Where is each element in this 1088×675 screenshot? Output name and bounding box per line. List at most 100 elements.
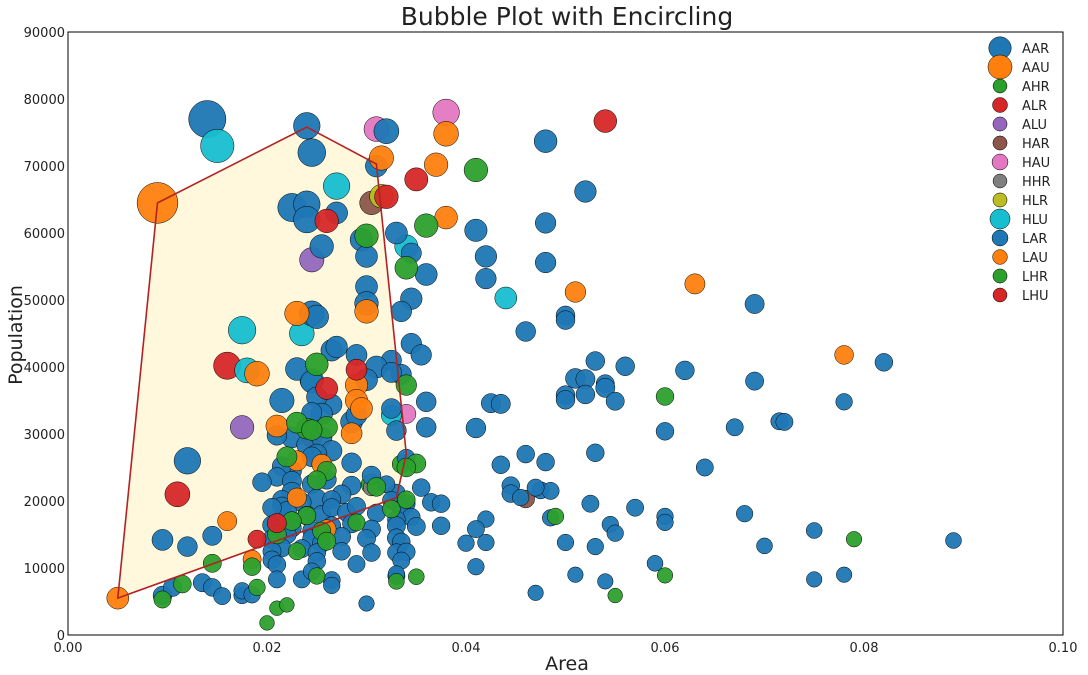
bubble-lar-142: [467, 520, 485, 538]
bubble-lhr-31: [388, 573, 405, 590]
legend-label-hlr: HLR: [1022, 194, 1048, 209]
bubble-lar-39: [675, 360, 695, 381]
bubble-lar-148: [202, 525, 223, 546]
bubble-lar-86: [491, 455, 510, 474]
x-axis-label: Area: [545, 653, 589, 675]
bubble-lar-85: [695, 458, 714, 477]
bubble-lar-178: [646, 555, 664, 572]
legend-marker-alr: [992, 97, 1008, 113]
bubble-lar-44: [595, 377, 616, 398]
series-lhr: [153, 157, 863, 631]
x-tick-label-4: 0.08: [850, 641, 879, 656]
bubble-lar-168: [332, 542, 351, 561]
bubble-lar-57: [490, 394, 511, 414]
bubble-lhu-0: [593, 109, 617, 133]
bubble-hlu-1: [228, 316, 257, 345]
bubble-lau-9: [244, 361, 270, 387]
bubble-alu-0: [230, 415, 255, 440]
bubble-lar-4: [574, 180, 597, 203]
bubble-lar-66: [775, 413, 794, 431]
legend-label-ahr: AHR: [1022, 80, 1050, 95]
bubble-lar-196: [597, 573, 614, 590]
bubble-lar-70: [655, 422, 675, 441]
bubble-lar-82: [341, 452, 362, 473]
bubble-lau-5: [684, 273, 706, 295]
x-tick-label-1: 0.02: [253, 641, 282, 656]
bubble-lar-18: [475, 268, 497, 290]
bubble-aar-4: [269, 388, 295, 413]
bubble-lhu-3: [314, 208, 339, 233]
bubble-aar-3: [297, 138, 326, 167]
bubble-hlu-2: [323, 172, 351, 200]
bubble-lar-159: [457, 534, 475, 552]
bubble-lau-12: [350, 397, 373, 420]
bubble-lau-20: [287, 487, 307, 508]
bubble-lau-4: [564, 281, 586, 303]
series-lhu: [247, 109, 617, 549]
bubble-lhr-4: [305, 352, 329, 376]
bubble-lar-162: [756, 537, 773, 555]
bubble-lhr-28: [153, 590, 172, 609]
bubble-lar-187: [268, 570, 286, 589]
legend-label-hhr: HHR: [1022, 175, 1051, 190]
bubble-lar-25: [390, 300, 412, 322]
bubble-lar-7: [535, 212, 557, 234]
bubble-lar-35: [874, 353, 894, 372]
bubble-lar-1: [373, 118, 400, 144]
bubble-lar-53: [575, 384, 596, 405]
bubble-lar-113: [626, 498, 644, 517]
bubble-lar-15: [355, 245, 378, 268]
bubble-lar-163: [945, 532, 962, 549]
bubble-lar-21: [744, 294, 765, 314]
bubble-lhr-35: [607, 587, 623, 604]
legend-label-lhu: LHU: [1022, 289, 1049, 304]
bubble-lhr-29: [248, 578, 266, 596]
legend-label-har: HAR: [1022, 137, 1050, 152]
bubble-lar-105: [412, 478, 431, 497]
legend-label-hau: HAU: [1022, 156, 1050, 171]
bubble-lar-79: [516, 444, 535, 464]
bubble-lhr-30: [308, 567, 326, 585]
legend-marker-har: [992, 135, 1008, 151]
bubble-lar-129: [736, 505, 754, 523]
bubble-lhu-4: [315, 377, 338, 400]
x-tick-label-0: 0.00: [54, 641, 83, 656]
bubble-lar-199: [358, 595, 375, 612]
bubble-lar-177: [467, 558, 485, 576]
legend-marker-lar: [991, 229, 1009, 247]
bubble-lar-54: [605, 391, 625, 411]
bubble-lar-114: [512, 489, 530, 507]
bubble-lar-68: [416, 417, 437, 438]
x-tick-label-2: 0.04: [452, 641, 481, 656]
bubble-lau-13: [265, 414, 289, 438]
bubble-lhu-5: [345, 358, 368, 381]
bubble-lhr-18: [382, 499, 401, 519]
bubble-lar-112: [581, 494, 600, 513]
bubble-lar-52: [555, 390, 576, 410]
legend-label-aau: AAU: [1022, 61, 1050, 76]
bubble-lar-147: [151, 529, 174, 551]
bubble-lhr-11: [276, 446, 298, 468]
bubble-lhr-1: [414, 213, 439, 238]
y-tick-label-3: 30000: [24, 428, 65, 443]
legend: AAR AAU AHR ALR ALU HAR HAU HHR HLR HLU LAR LAU LHR L…: [987, 36, 1051, 304]
bubble-lar-145: [656, 513, 674, 531]
y-tick-label-4: 40000: [24, 361, 65, 376]
y-tick-label-9: 90000: [24, 26, 65, 41]
bubble-lar-69: [465, 417, 487, 439]
y-tick-label-0: 0: [57, 629, 65, 644]
bubble-lar-195: [567, 566, 584, 583]
legend-label-alu: ALU: [1022, 118, 1047, 133]
legend-label-lau: LAU: [1022, 251, 1048, 266]
bubble-hlu-6: [494, 286, 518, 310]
y-tick-label-8: 80000: [24, 93, 65, 108]
bubble-lhr-17: [397, 490, 416, 509]
bubble-lhr-13: [396, 457, 416, 478]
bubble-lhr-3: [354, 223, 379, 248]
bubble-lhr-40: [288, 542, 306, 561]
bubble-lau-2: [424, 152, 449, 177]
bubble-lar-30: [325, 335, 348, 358]
y-tick-label-5: 50000: [24, 294, 65, 309]
x-tick-label-3: 0.06: [651, 641, 680, 656]
